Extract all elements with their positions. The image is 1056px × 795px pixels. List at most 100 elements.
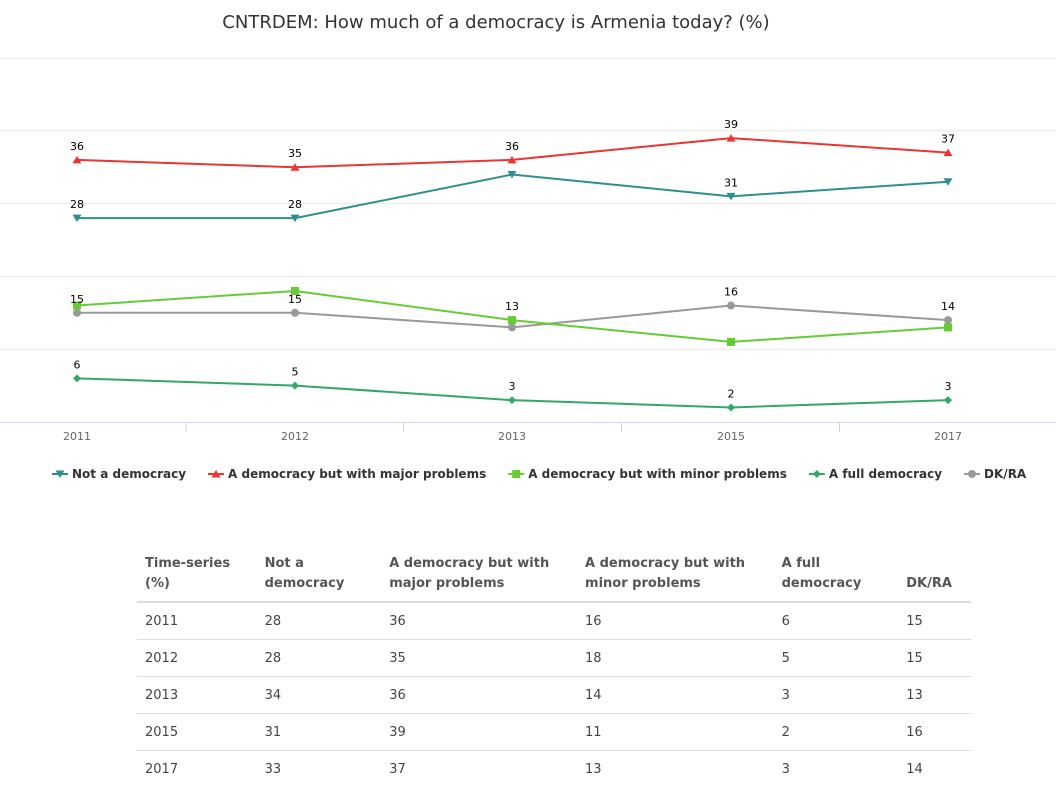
data-point — [727, 301, 735, 310]
table-header-cell: A democracy but with minor problems — [577, 548, 774, 603]
table-cell: 2013 — [137, 676, 257, 714]
data-label: 14 — [941, 300, 955, 313]
data-point — [727, 403, 735, 412]
legend-label: Not a democracy — [72, 467, 186, 481]
data-point — [508, 323, 516, 332]
data-label: 28 — [70, 198, 84, 211]
data-point — [291, 381, 299, 390]
data-label: 31 — [724, 176, 738, 189]
table-cell: 2011 — [137, 602, 257, 640]
legend-item[interactable]: A democracy but with major problems — [208, 467, 486, 481]
data-point — [72, 155, 82, 164]
line-chart: 2011 2012 2013 2015 2017 15 15 16 14 13 28 28 31 6 5 3… — [0, 57, 1056, 481]
data-label: 36 — [505, 140, 519, 153]
data-point — [73, 301, 81, 310]
data-table: Time-series (%) Not a democracy A democrac… — [137, 548, 971, 787]
table-cell: 36 — [381, 602, 578, 640]
table-row: 2015 31 39 11 2 16 — [137, 713, 971, 751]
table-cell: 18 — [577, 639, 774, 677]
data-label: 6 — [74, 358, 81, 371]
legend-label: A democracy but with major problems — [228, 467, 486, 481]
data-point — [55, 470, 65, 478]
data-point — [291, 308, 299, 317]
chart-title: CNTRDEM: How much of a democracy is Arme… — [222, 12, 770, 33]
legend-item[interactable]: A democracy but with minor problems — [508, 467, 787, 481]
table-body: 2011 28 36 16 6 15 2012 28 35 18 5 15 2013 34 36 14 3 13 2… — [137, 602, 971, 787]
table-cell: 13 — [898, 676, 971, 714]
x-tick-label: 2011 — [63, 430, 91, 443]
data-point — [943, 148, 953, 157]
data-label: 15 — [288, 293, 302, 306]
data-point — [290, 214, 300, 223]
table-cell: 5 — [773, 639, 899, 677]
table-header-cell: Time-series (%) — [137, 548, 257, 603]
data-point — [512, 470, 521, 478]
legend-item[interactable]: DK/RA — [964, 467, 1027, 481]
table-cell: 16 — [898, 713, 971, 751]
series-markers — [72, 134, 953, 412]
table-cell: 36 — [381, 676, 578, 714]
table-header-cell: DK/RA — [898, 548, 971, 603]
data-point — [508, 316, 516, 325]
table-cell: 2 — [773, 713, 899, 751]
data-label: 15 — [70, 293, 84, 306]
table-cell: 15 — [898, 602, 971, 640]
data-label: 39 — [724, 118, 738, 131]
table-row: 2013 34 36 14 3 13 — [137, 676, 971, 714]
data-point — [291, 286, 299, 295]
data-label: 28 — [288, 198, 302, 211]
x-tick-label: 2013 — [498, 430, 526, 443]
table-header-cell: A full democracy — [773, 548, 899, 603]
table-cell: 14 — [577, 676, 774, 714]
table-cell: 3 — [781, 761, 790, 777]
data-point — [508, 396, 516, 405]
data-point — [968, 470, 977, 478]
data-point — [290, 163, 300, 171]
data-label: 3 — [509, 380, 516, 393]
data-point — [726, 192, 736, 201]
table-header-cell: A democracy but with major problems — [381, 548, 578, 603]
legend: Not a democracy A democracy but with majo… — [52, 467, 1027, 481]
data-point — [944, 396, 952, 405]
data-point — [72, 214, 82, 223]
table-cell: 28 — [256, 602, 382, 640]
legend-item[interactable]: Not a democracy — [52, 467, 186, 481]
table-cell: 14 — [906, 761, 923, 777]
table-cell: 34 — [256, 676, 382, 714]
table-cell: 37 — [389, 761, 406, 777]
table-cell: 11 — [577, 713, 774, 751]
series-lines — [76, 137, 949, 409]
table-cell: 31 — [256, 713, 382, 751]
data-label: 36 — [70, 140, 84, 153]
data-point — [507, 170, 517, 179]
gridlines — [0, 57, 1056, 350]
table-header-row: Time-series (%) Not a democracy A democrac… — [137, 548, 971, 603]
data-point — [211, 470, 221, 478]
series-line — [77, 173, 949, 220]
data-label: 3 — [945, 380, 952, 393]
legend-label: DK/RA — [984, 467, 1027, 481]
data-point — [726, 134, 736, 142]
table-header-cell: Not a democracy — [256, 548, 382, 603]
table-cell: 2017 — [145, 761, 179, 777]
legend-item[interactable]: A full democracy — [808, 467, 942, 481]
x-tick-label: 2012 — [281, 430, 309, 443]
data-label: 13 — [505, 300, 519, 313]
data-label: 35 — [288, 147, 302, 160]
table-row: 2017 33 37 13 3 14 — [137, 751, 971, 788]
table-cell: 3 — [773, 676, 899, 714]
table-cell: 16 — [577, 602, 774, 640]
table-cell: 6 — [773, 602, 899, 640]
legend-label: A full democracy — [829, 467, 942, 481]
data-point — [507, 155, 517, 164]
table-cell: 2012 — [137, 639, 257, 677]
table-cell: 35 — [381, 639, 578, 677]
x-tick-label: 2015 — [717, 430, 745, 443]
data-label: 16 — [724, 286, 738, 299]
data-point — [943, 178, 953, 186]
table-cell: 13 — [585, 761, 602, 777]
data-point — [944, 316, 952, 325]
table-row: 2012 28 35 18 5 15 — [137, 639, 971, 677]
data-point — [727, 337, 735, 346]
data-label: 5 — [292, 366, 299, 379]
